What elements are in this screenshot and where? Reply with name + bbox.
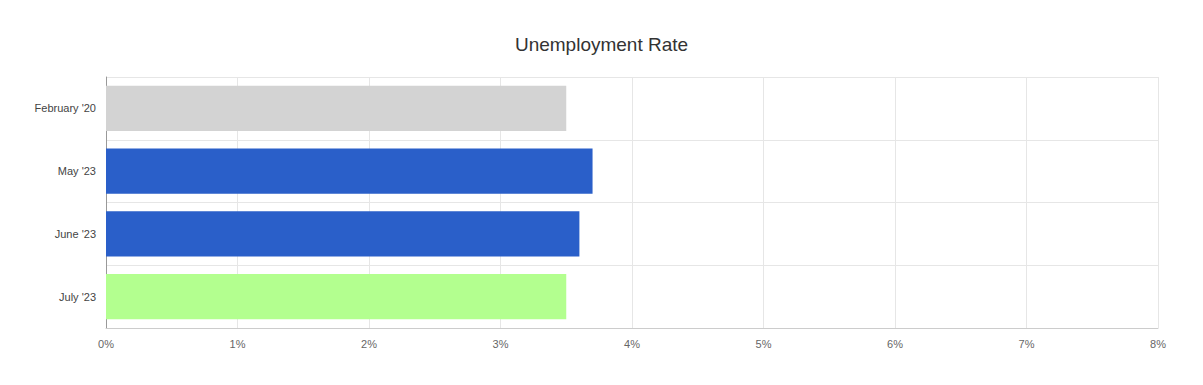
svg-text:February '20: February '20 — [35, 102, 96, 114]
svg-text:0%: 0% — [98, 338, 114, 350]
svg-text:May '23: May '23 — [58, 165, 96, 177]
svg-text:6%: 6% — [887, 338, 903, 350]
svg-text:4%: 4% — [624, 338, 640, 350]
svg-text:8%: 8% — [1150, 338, 1166, 350]
svg-text:5%: 5% — [756, 338, 772, 350]
svg-text:3%: 3% — [493, 338, 509, 350]
svg-text:2%: 2% — [361, 338, 377, 350]
svg-text:July '23: July '23 — [59, 291, 96, 303]
svg-text:1%: 1% — [230, 338, 246, 350]
svg-text:7%: 7% — [1019, 338, 1035, 350]
svg-text:June '23: June '23 — [55, 228, 96, 240]
svg-text:Unemployment Rate: Unemployment Rate — [515, 34, 688, 55]
